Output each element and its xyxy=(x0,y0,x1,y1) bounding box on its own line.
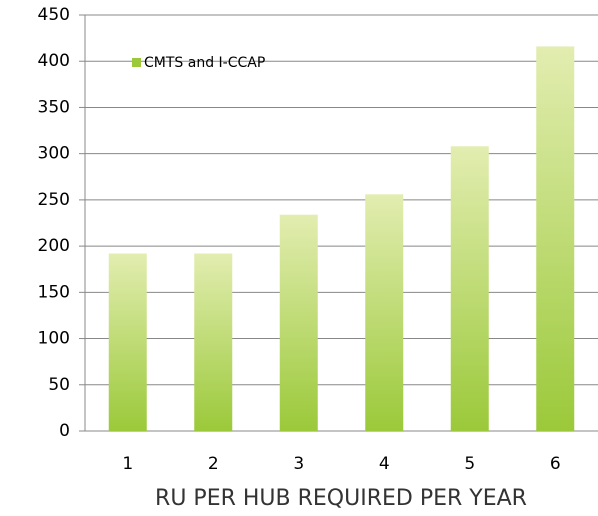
x-axis-title: RU PER HUB REQUIRED PER YEAR xyxy=(155,486,527,511)
bar xyxy=(279,214,318,431)
x-tick-label: 5 xyxy=(464,454,475,474)
y-tick-label: 400 xyxy=(38,51,70,71)
y-tick-label: 450 xyxy=(38,5,70,25)
bar xyxy=(536,46,575,431)
bar xyxy=(194,253,233,431)
bar xyxy=(365,194,404,431)
y-tick-label: 100 xyxy=(38,329,70,349)
x-tick-label: 6 xyxy=(550,454,561,474)
y-tick-label: 0 xyxy=(59,421,70,441)
x-tick-label: 4 xyxy=(379,454,390,474)
y-tick-label: 200 xyxy=(38,236,70,256)
legend-swatch xyxy=(132,58,141,67)
bar xyxy=(108,253,147,431)
x-tick-label: 1 xyxy=(122,454,133,474)
y-tick-label: 250 xyxy=(38,190,70,210)
y-tick-label: 150 xyxy=(38,282,70,302)
legend-label: CMTS and I-CCAP xyxy=(144,55,265,71)
x-tick-label: 2 xyxy=(208,454,219,474)
bar xyxy=(450,146,489,431)
y-tick-label: 50 xyxy=(48,375,70,395)
y-tick-label: 300 xyxy=(38,144,70,164)
y-tick-label: 350 xyxy=(38,97,70,117)
x-tick-label: 3 xyxy=(293,454,304,474)
